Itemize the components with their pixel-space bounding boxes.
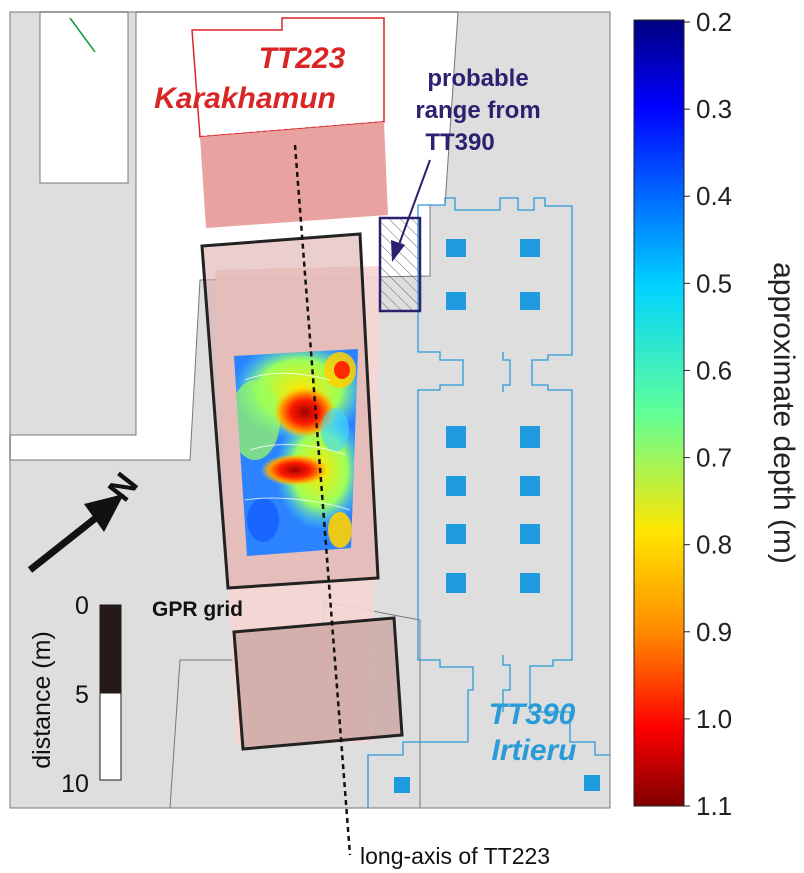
colorbar-tick-marks: 0.2 0.3 0.4 0.5 0.6 0.7 0.8 0.9 1.0 1.1 [684, 7, 732, 821]
tt390-outline [367, 197, 610, 808]
north-arrow: N [27, 466, 146, 573]
scale-bar-top [99, 604, 122, 694]
tt390-name-label: Irtieru [491, 734, 576, 767]
green-line [69, 17, 96, 53]
probable-label-line2: range from [415, 97, 540, 124]
colorbar-tick-label: 0.2 [696, 7, 732, 37]
colorbar-tick-label: 0.8 [696, 530, 732, 560]
scale-tick-0: 0 [75, 592, 89, 620]
colorbar-tick-label: 1.1 [696, 791, 732, 821]
probable-range-box [378, 216, 422, 313]
colorbar-gradient [633, 19, 685, 807]
colorbar-tick-label: 0.6 [696, 355, 732, 385]
long-axis-line [293, 144, 352, 856]
scale-tick-5: 5 [75, 681, 89, 709]
tt223-shaded-area [200, 122, 388, 228]
colorbar-tick-label: 0.9 [696, 617, 732, 647]
gpr-depth-slice [234, 349, 358, 556]
probable-range-arrowhead [391, 240, 405, 262]
colorbar: 0.2 0.3 0.4 0.5 0.6 0.7 0.8 0.9 1.0 1.1 approxima… [633, 7, 800, 821]
tt223-number-label: TT223 [259, 42, 346, 75]
tt223-name-label: Karakhamun [154, 82, 336, 115]
probable-label-line3: TT390 [425, 129, 494, 156]
long-axis-label: long-axis of TT223 [360, 843, 550, 869]
scale-bar-title: distance (m) [28, 631, 56, 769]
tt223-outline [191, 17, 385, 138]
tt390-number-label: TT390 [489, 698, 576, 731]
colorbar-tick-label: 0.7 [696, 443, 732, 473]
scale-tick-10: 10 [61, 770, 89, 798]
colorbar-tick-label: 0.3 [696, 94, 732, 124]
colorbar-tick-label: 0.5 [696, 268, 732, 298]
colorbar-title: approximate depth (m) [767, 262, 800, 564]
terrain-left [9, 11, 137, 436]
gpr-grid-label: GPR grid [152, 598, 243, 621]
scale-bar: 0 5 10 distance (m) [28, 592, 122, 798]
colorbar-tick-label: 1.0 [696, 704, 732, 734]
scale-bar-bottom [99, 692, 122, 781]
gpr-grid-lower [232, 616, 404, 751]
probable-label-line1: probable [427, 65, 528, 92]
colorbar-tick-label: 0.4 [696, 181, 732, 211]
tt390-pillars [394, 239, 600, 793]
probable-range-arrow [396, 159, 431, 251]
